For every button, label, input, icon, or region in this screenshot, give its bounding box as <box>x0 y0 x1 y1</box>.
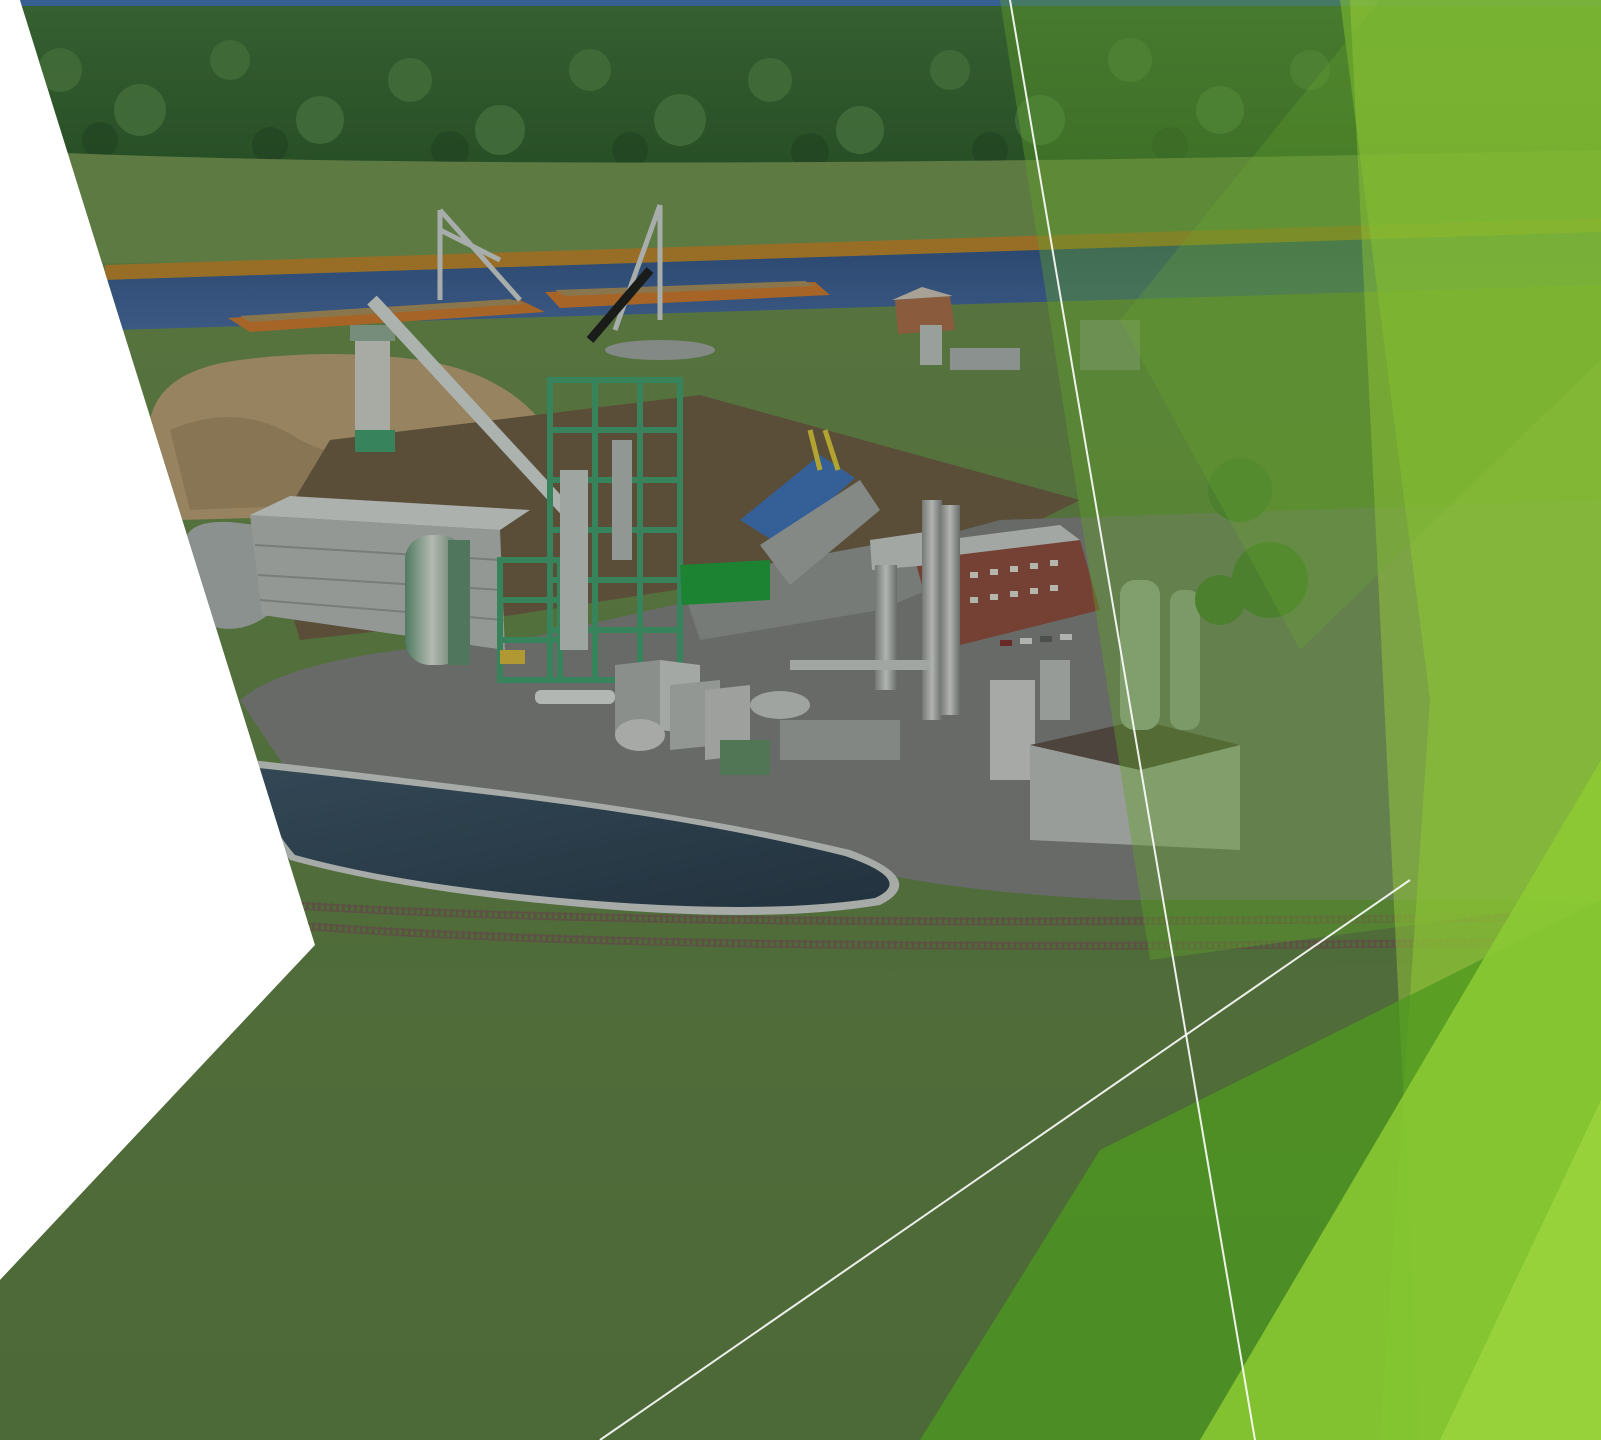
office-building <box>915 540 1100 650</box>
crane-right <box>612 204 663 331</box>
barge-right <box>545 282 830 308</box>
green-bin <box>680 560 770 605</box>
vent-stack <box>875 565 897 690</box>
crane-base <box>605 340 715 360</box>
pond <box>258 768 890 907</box>
yellow-loader <box>500 650 525 664</box>
facet-decoration <box>599 0 1601 1440</box>
forest-band <box>0 6 1601 169</box>
quay-wall <box>105 218 1601 280</box>
facet-panel-7 <box>1120 0 1601 650</box>
tanker-truck <box>535 690 615 704</box>
facet-panel-5 <box>1200 760 1601 1440</box>
long-conveyor <box>367 295 580 525</box>
process-units <box>615 660 1240 850</box>
facet-line-vertical <box>1009 0 1256 1440</box>
meadow-trees <box>1195 458 1308 625</box>
railroad-tracks <box>299 901 1601 950</box>
crane-left <box>437 208 522 302</box>
tree-tops <box>38 38 1330 155</box>
facet-line-diagonal <box>599 879 1411 1440</box>
conveyor-black <box>586 267 654 343</box>
facet-panel-6 <box>1440 1100 1601 1440</box>
parked-cars <box>1000 634 1072 646</box>
tipping-truck <box>740 455 855 545</box>
sky-strip <box>0 0 1601 8</box>
chimney-2 <box>940 505 960 715</box>
warehouse <box>895 296 955 334</box>
small-tank <box>920 325 942 365</box>
